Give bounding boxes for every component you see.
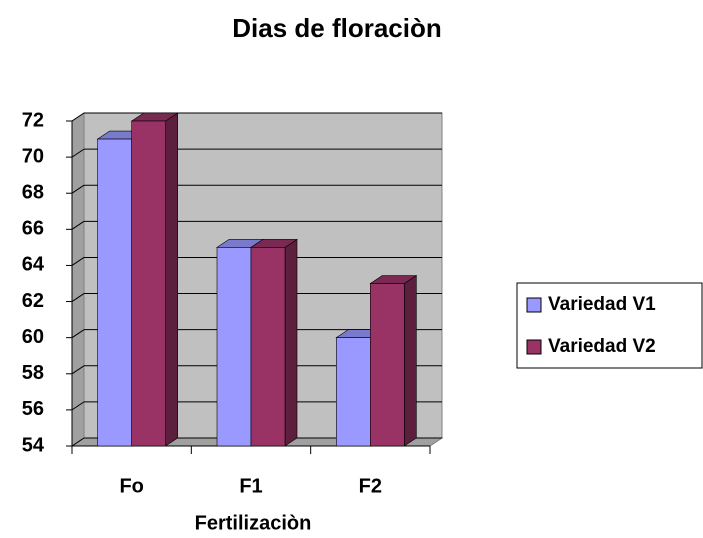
- y-tick-label: 62: [22, 290, 44, 312]
- bar-front: [131, 120, 166, 447]
- bar-side: [404, 274, 417, 447]
- chart-title: Dias de floraciòn: [232, 13, 442, 43]
- x-tick-label: Fo: [119, 475, 143, 497]
- bar-side: [165, 112, 178, 447]
- y-tick-label: 66: [22, 218, 44, 240]
- bar: [130, 112, 179, 447]
- legend-swatch: [526, 339, 542, 355]
- bar-front: [370, 283, 405, 447]
- bar-front: [336, 337, 371, 447]
- grid-line-side: [71, 257, 85, 266]
- y-tick-label: 58: [22, 362, 44, 384]
- grid-line-side: [71, 184, 85, 194]
- grid-line-side: [71, 329, 85, 339]
- bar-front: [250, 247, 286, 447]
- bar-front: [216, 247, 252, 447]
- grid-line-side: [71, 365, 85, 375]
- legend-label: Variedad V2: [548, 336, 656, 357]
- grid-line-side: [71, 401, 85, 411]
- side-wall: [71, 112, 85, 447]
- bar-front: [97, 138, 132, 447]
- y-tick-label: 54: [22, 434, 45, 456]
- grid-line-side: [71, 148, 85, 158]
- legend-label: Variedad V1: [548, 294, 656, 315]
- y-tick-label: 60: [22, 326, 44, 348]
- y-tick-label: 56: [22, 398, 44, 420]
- bar: [369, 274, 418, 447]
- x-tick-label: F2: [359, 475, 382, 497]
- y-tick-label: 64: [22, 254, 45, 276]
- grid-line-side: [71, 220, 85, 230]
- grid-line-side: [71, 112, 85, 122]
- grid-line-side: [71, 437, 85, 447]
- x-axis-label: Fertilizaciòn: [195, 512, 312, 534]
- legend-box: [516, 282, 703, 369]
- grid-line-side: [71, 293, 85, 302]
- y-tick-label: 68: [22, 182, 44, 204]
- y-tick-label: 70: [22, 145, 44, 167]
- y-tick-label: 72: [22, 109, 44, 131]
- bar: [250, 238, 298, 447]
- legend-swatch: [526, 297, 542, 313]
- bar-side: [284, 238, 298, 447]
- x-tick-label: F1: [239, 475, 262, 497]
